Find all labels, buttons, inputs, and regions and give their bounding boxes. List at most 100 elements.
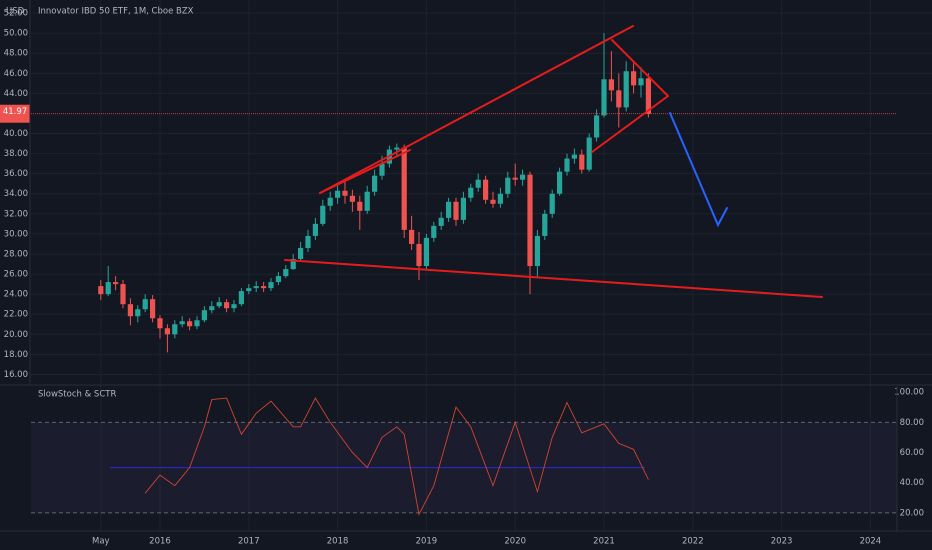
x-tick-label: 2020	[504, 537, 526, 547]
candle-body	[105, 282, 111, 295]
chart-title: Innovator IBD 50 ETF, 1M, Cboe BZX	[38, 7, 194, 17]
candle-body	[586, 137, 592, 170]
stoch-line	[144, 397, 649, 516]
candle-body	[645, 78, 651, 114]
trend-line	[319, 25, 634, 194]
last-price-label: 41.97	[3, 107, 27, 117]
y-tick-label: 30.00	[4, 229, 28, 239]
candle-body	[194, 320, 200, 327]
candle-body	[312, 223, 318, 236]
candle-body	[475, 179, 481, 188]
candle-body	[623, 71, 629, 108]
candle-body	[571, 154, 577, 159]
candle-body	[401, 147, 407, 230]
drawings	[284, 25, 823, 298]
candle-body	[253, 286, 259, 289]
candle-body	[283, 269, 289, 277]
candle-body	[438, 217, 444, 226]
candle-body	[460, 197, 466, 220]
candle-body	[275, 276, 281, 283]
candle-body	[631, 71, 637, 86]
candle-body	[431, 225, 437, 238]
x-tick-label: 2017	[238, 537, 260, 547]
y-tick-label: 28.00	[4, 249, 28, 259]
candle-body	[638, 78, 644, 86]
candle-body	[142, 299, 148, 310]
candle-body	[135, 309, 141, 317]
candle-body	[187, 321, 193, 327]
candle-body	[557, 171, 563, 194]
y-tick-label: 40.00	[4, 129, 28, 139]
y-tick-label: 52.00	[4, 9, 28, 19]
x-tick-label: 2024	[860, 537, 882, 547]
x-tick-label: May	[92, 537, 110, 547]
candle-body	[505, 177, 511, 194]
candle-body	[209, 306, 215, 311]
candle-body	[335, 190, 341, 198]
candle-body	[394, 147, 400, 150]
candle-body	[564, 158, 570, 172]
candle-body	[379, 163, 385, 176]
candle-body	[364, 191, 370, 211]
candle-body	[150, 299, 156, 319]
candle-body	[224, 302, 230, 309]
candle-body	[201, 310, 207, 321]
candle-body	[305, 235, 311, 248]
candle-body	[261, 286, 267, 289]
candle-body	[579, 154, 585, 170]
candle-body	[453, 201, 459, 220]
y-tick-label: 34.00	[4, 189, 28, 199]
candle-body	[534, 235, 540, 267]
stoch-pane: 20.00 40.00 60.00 80.00 100.00	[31, 388, 924, 518]
candle-body	[549, 193, 555, 214]
candle-body	[268, 282, 274, 289]
candle-body	[468, 187, 474, 198]
trend-line	[319, 149, 411, 194]
candle-body	[512, 177, 518, 180]
candle-body	[542, 213, 548, 236]
y-tick-label: 48.00	[4, 49, 28, 59]
y-tick-label: 22.00	[4, 310, 28, 320]
candle-body	[320, 205, 326, 224]
y-tick-label: 60.00	[900, 448, 924, 458]
candle-body	[298, 247, 304, 260]
y-tick-label: 20.00	[900, 508, 924, 518]
candle-body	[216, 302, 222, 307]
candle-body	[527, 174, 533, 267]
candle-body	[120, 284, 126, 305]
y-tick-label: 44.00	[4, 89, 28, 99]
price-pane: 16.00 18.00 20.00 22.00 24.00 26.00 28.00 30.00…	[0, 0, 932, 531]
candle-body	[616, 90, 622, 108]
indicator-title: SlowStoch & SCTR	[38, 390, 116, 400]
candle-body	[290, 259, 296, 270]
y-tick-label: 38.00	[4, 149, 28, 159]
candle-body	[483, 179, 489, 200]
candle-body	[164, 328, 170, 335]
x-tick-label: 2016	[149, 537, 171, 547]
candle-body	[172, 324, 178, 335]
candle-body	[113, 282, 119, 285]
trend-line	[611, 39, 669, 97]
currency-label: USD	[6, 7, 25, 17]
x-tick-label: 2022	[682, 537, 704, 547]
x-tick-label: 2018	[327, 537, 349, 547]
candle-body	[423, 237, 429, 267]
candle-body	[327, 197, 333, 206]
y-tick-label: 46.00	[4, 69, 28, 79]
candle-body	[409, 229, 415, 244]
candle-body	[446, 201, 452, 218]
y-tick-label: 16.00	[4, 370, 28, 380]
y-tick-label: 18.00	[4, 350, 28, 360]
candle-body	[372, 175, 378, 192]
y-tick-label: 80.00	[900, 418, 924, 428]
trend-line	[591, 95, 669, 153]
y-tick-label: 100.00	[894, 388, 924, 398]
candle-body	[246, 288, 252, 292]
candle-body	[127, 304, 133, 317]
last-price-box	[0, 104, 30, 123]
candle-body	[342, 190, 348, 196]
candle-body	[608, 79, 614, 91]
x-tick-label: 2021	[593, 537, 615, 547]
